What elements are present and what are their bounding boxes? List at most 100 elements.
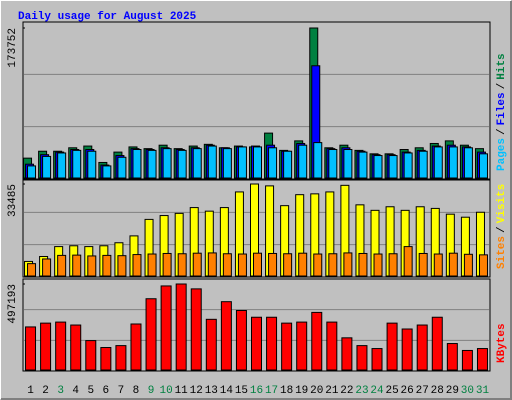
bar [358,252,368,277]
bar [283,150,293,179]
x-tick-label: 4 [72,385,79,397]
bar [117,156,127,179]
x-tick-label: 6 [103,385,110,397]
legend-entry: Visits [496,184,508,224]
legend: Sites / Visits [496,184,508,269]
x-tick-label: 27 [416,385,429,397]
bar [237,146,247,179]
bar [461,349,473,371]
x-tick-label: 28 [431,385,444,397]
x-tick-label: 24 [370,385,384,397]
x-tick-label: 23 [355,385,368,397]
bar [160,285,172,371]
legend-separator: / [496,83,508,90]
bar [418,150,428,179]
x-tick-label: 25 [385,385,398,397]
bar [298,144,308,179]
bar [207,252,217,277]
bar [446,343,458,371]
x-tick-label: 5 [87,385,94,397]
bar [358,151,368,179]
bar [343,149,353,179]
bar [373,155,383,179]
bar [296,321,308,371]
bar [70,324,82,371]
x-tick-label: 1 [27,385,34,397]
bar [356,345,368,371]
bar [132,149,142,179]
bar [476,348,488,371]
bar [222,253,232,277]
bar [162,252,172,277]
bar [27,263,37,277]
bar [115,345,127,371]
bar [72,254,82,277]
bar [145,298,157,371]
x-tick-label: 11 [175,385,189,397]
bar [222,148,232,179]
x-tick-label: 19 [295,385,308,397]
bar [401,328,413,371]
bar [431,316,443,371]
bar [386,322,398,371]
legend-separator: / [496,128,508,135]
legend-separator: / [496,226,508,233]
bar [448,252,458,277]
bar [433,146,443,179]
bar [388,253,398,277]
x-tick-label: 31 [476,385,490,397]
bar [463,253,473,277]
bar [253,146,262,179]
bar [268,147,278,179]
bar [343,252,353,277]
bar [72,149,82,179]
x-tick-label: 21 [325,385,339,397]
legend: KBytes [496,323,508,363]
bar [478,153,488,179]
x-tick-label: 22 [340,385,353,397]
bar [341,337,353,371]
bar [100,347,112,371]
x-tick-label: 14 [220,385,234,397]
bar [147,149,157,179]
bar [27,165,37,179]
bar [298,252,308,277]
chart-title: Daily usage for August 2025 [18,11,197,23]
bar [281,322,293,371]
x-tick-label: 7 [118,385,125,397]
bar [448,146,458,179]
x-tick-label: 20 [310,385,323,397]
bar [57,254,67,277]
bar [283,253,293,277]
bar [253,252,262,277]
y-tick-label: 497193 [7,284,19,324]
y-tick-label: 173752 [7,28,19,68]
bar [403,152,413,179]
x-tick-label: 10 [160,385,173,397]
bar [463,147,473,179]
legend-entry: Pages [496,138,508,171]
x-tick-label: 3 [57,385,64,397]
bar [237,253,247,277]
bar [102,254,112,277]
x-tick-label: 2 [42,385,49,397]
bar [268,252,278,277]
bar [102,165,112,179]
bar [328,253,338,277]
bar [25,326,37,371]
bar [388,155,398,179]
bar [42,258,52,277]
x-tick-label: 16 [250,385,263,397]
x-tick-label: 17 [265,385,278,397]
bar [40,322,52,371]
x-tick-label: 15 [235,385,248,397]
bar [205,318,217,371]
bar [328,149,338,179]
bar [87,255,97,277]
bar [42,155,52,179]
bar [235,309,247,371]
legend-entry: Hits [496,53,508,79]
x-tick-label: 29 [446,385,459,397]
